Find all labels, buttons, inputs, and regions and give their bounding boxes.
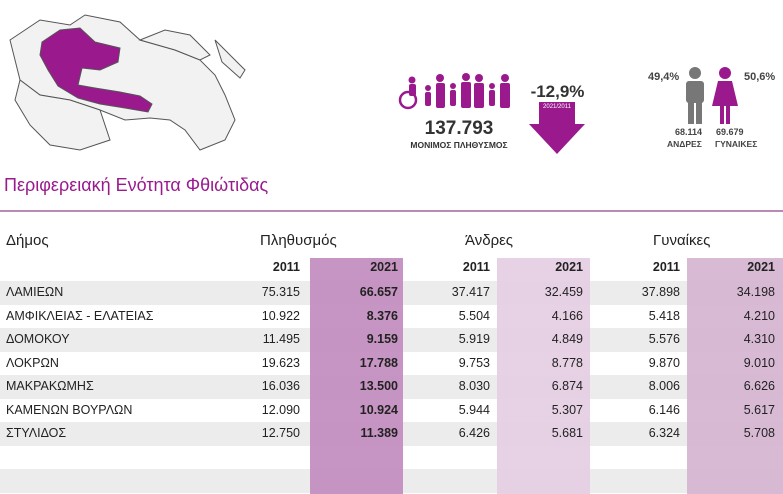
value: 5.576 [648,332,680,346]
value: 5.617 [743,402,775,417]
municipality: ΛΟΚΡΩΝ [6,355,59,370]
value: 4.166 [551,308,583,323]
municipality: ΜΑΚΡΑΚΩΜΗΣ [6,379,94,393]
women-share: 50,6% [744,71,776,83]
value: 13.500 [359,379,398,393]
value: 4.849 [551,332,583,346]
value: 4.310 [743,332,775,346]
value: 6.626 [743,379,775,393]
municipality: ΚΑΜΕΝΩΝ ΒΟΥΡΛΩΝ [6,402,133,417]
gender-icons [686,67,738,124]
column-header: Πληθυσμός [260,232,337,249]
year-header: 2021 [555,260,583,274]
value: 5.681 [551,426,583,440]
column-highlight [687,258,783,494]
men: 68.114 [675,127,703,137]
year-header: 2011 [652,260,680,274]
value: 9.753 [458,355,490,370]
value: 5.504 [458,308,490,323]
column-highlight [310,258,403,494]
year-header: 2021 [747,260,775,274]
women: 69.679 [716,127,744,137]
column-header: Γυναίκες [653,232,711,249]
value: 9.159 [366,332,398,346]
year-header: 2011 [272,260,300,274]
value: 5.944 [458,402,490,417]
value: 11.495 [262,332,300,346]
value: 17.788 [359,355,398,370]
value: 9.010 [743,355,775,370]
value: 12.750 [261,426,300,440]
municipality: ΔΟΜΟΚΟΥ [6,332,70,346]
value: 37.417 [451,285,490,299]
value: 4.210 [743,308,775,323]
change: -12,9% [530,82,585,101]
year-header: 2011 [462,260,490,274]
value: 5.919 [458,332,490,346]
men-label: ΑΝΔΡΕΣ [667,139,702,149]
value: 6.426 [458,426,490,440]
value: 5.307 [551,402,583,417]
value: 32.459 [544,285,583,299]
value: 10.922 [261,308,300,323]
divider [0,210,783,212]
value: 8.030 [458,379,490,393]
value: 5.708 [743,426,775,440]
population: 137.793 [424,118,494,139]
value: 34.198 [736,285,775,299]
value: 12.090 [261,402,300,417]
column-header: Δήμος [6,232,49,249]
value: 8.006 [648,379,680,393]
value: 6.146 [648,402,680,417]
year-header: 2021 [370,260,398,274]
value: 6.324 [648,426,680,440]
municipality: ΣΤΥΛΙΔΟΣ [6,426,67,440]
map [9,14,246,151]
municipality: ΑΜΦΙΚΛΕΙΑΣ - ΕΛΑΤΕΙΑΣ [6,308,154,323]
value: 19.623 [261,355,300,370]
change-period: 2021/2011 [543,104,571,110]
value: 37.898 [641,285,680,299]
value: 8.376 [366,308,398,323]
people-icon [398,73,510,110]
column-header: Άνδρες [465,232,514,249]
men-share: 49,4% [648,71,680,83]
column-highlight [497,258,590,494]
value: 8.778 [551,355,583,370]
down-arrow [529,102,585,154]
population-label: ΜΟΝΙΜΟΣ ΠΛΗΘΥΣΜΟΣ [410,140,508,150]
municipality: ΛΑΜΙΕΩΝ [6,285,64,299]
value: 10.924 [359,402,398,417]
value: 5.418 [648,308,680,323]
value: 66.657 [359,285,398,299]
value: 16.036 [261,379,300,393]
value: 9.870 [648,355,680,370]
title: Περιφερειακή Ενότητα Φθιώτιδας [4,175,269,195]
value: 6.874 [551,379,583,393]
value: 11.389 [360,426,398,440]
women-label: ΓΥΝΑΙΚΕΣ [715,139,758,149]
value: 75.315 [261,285,300,299]
